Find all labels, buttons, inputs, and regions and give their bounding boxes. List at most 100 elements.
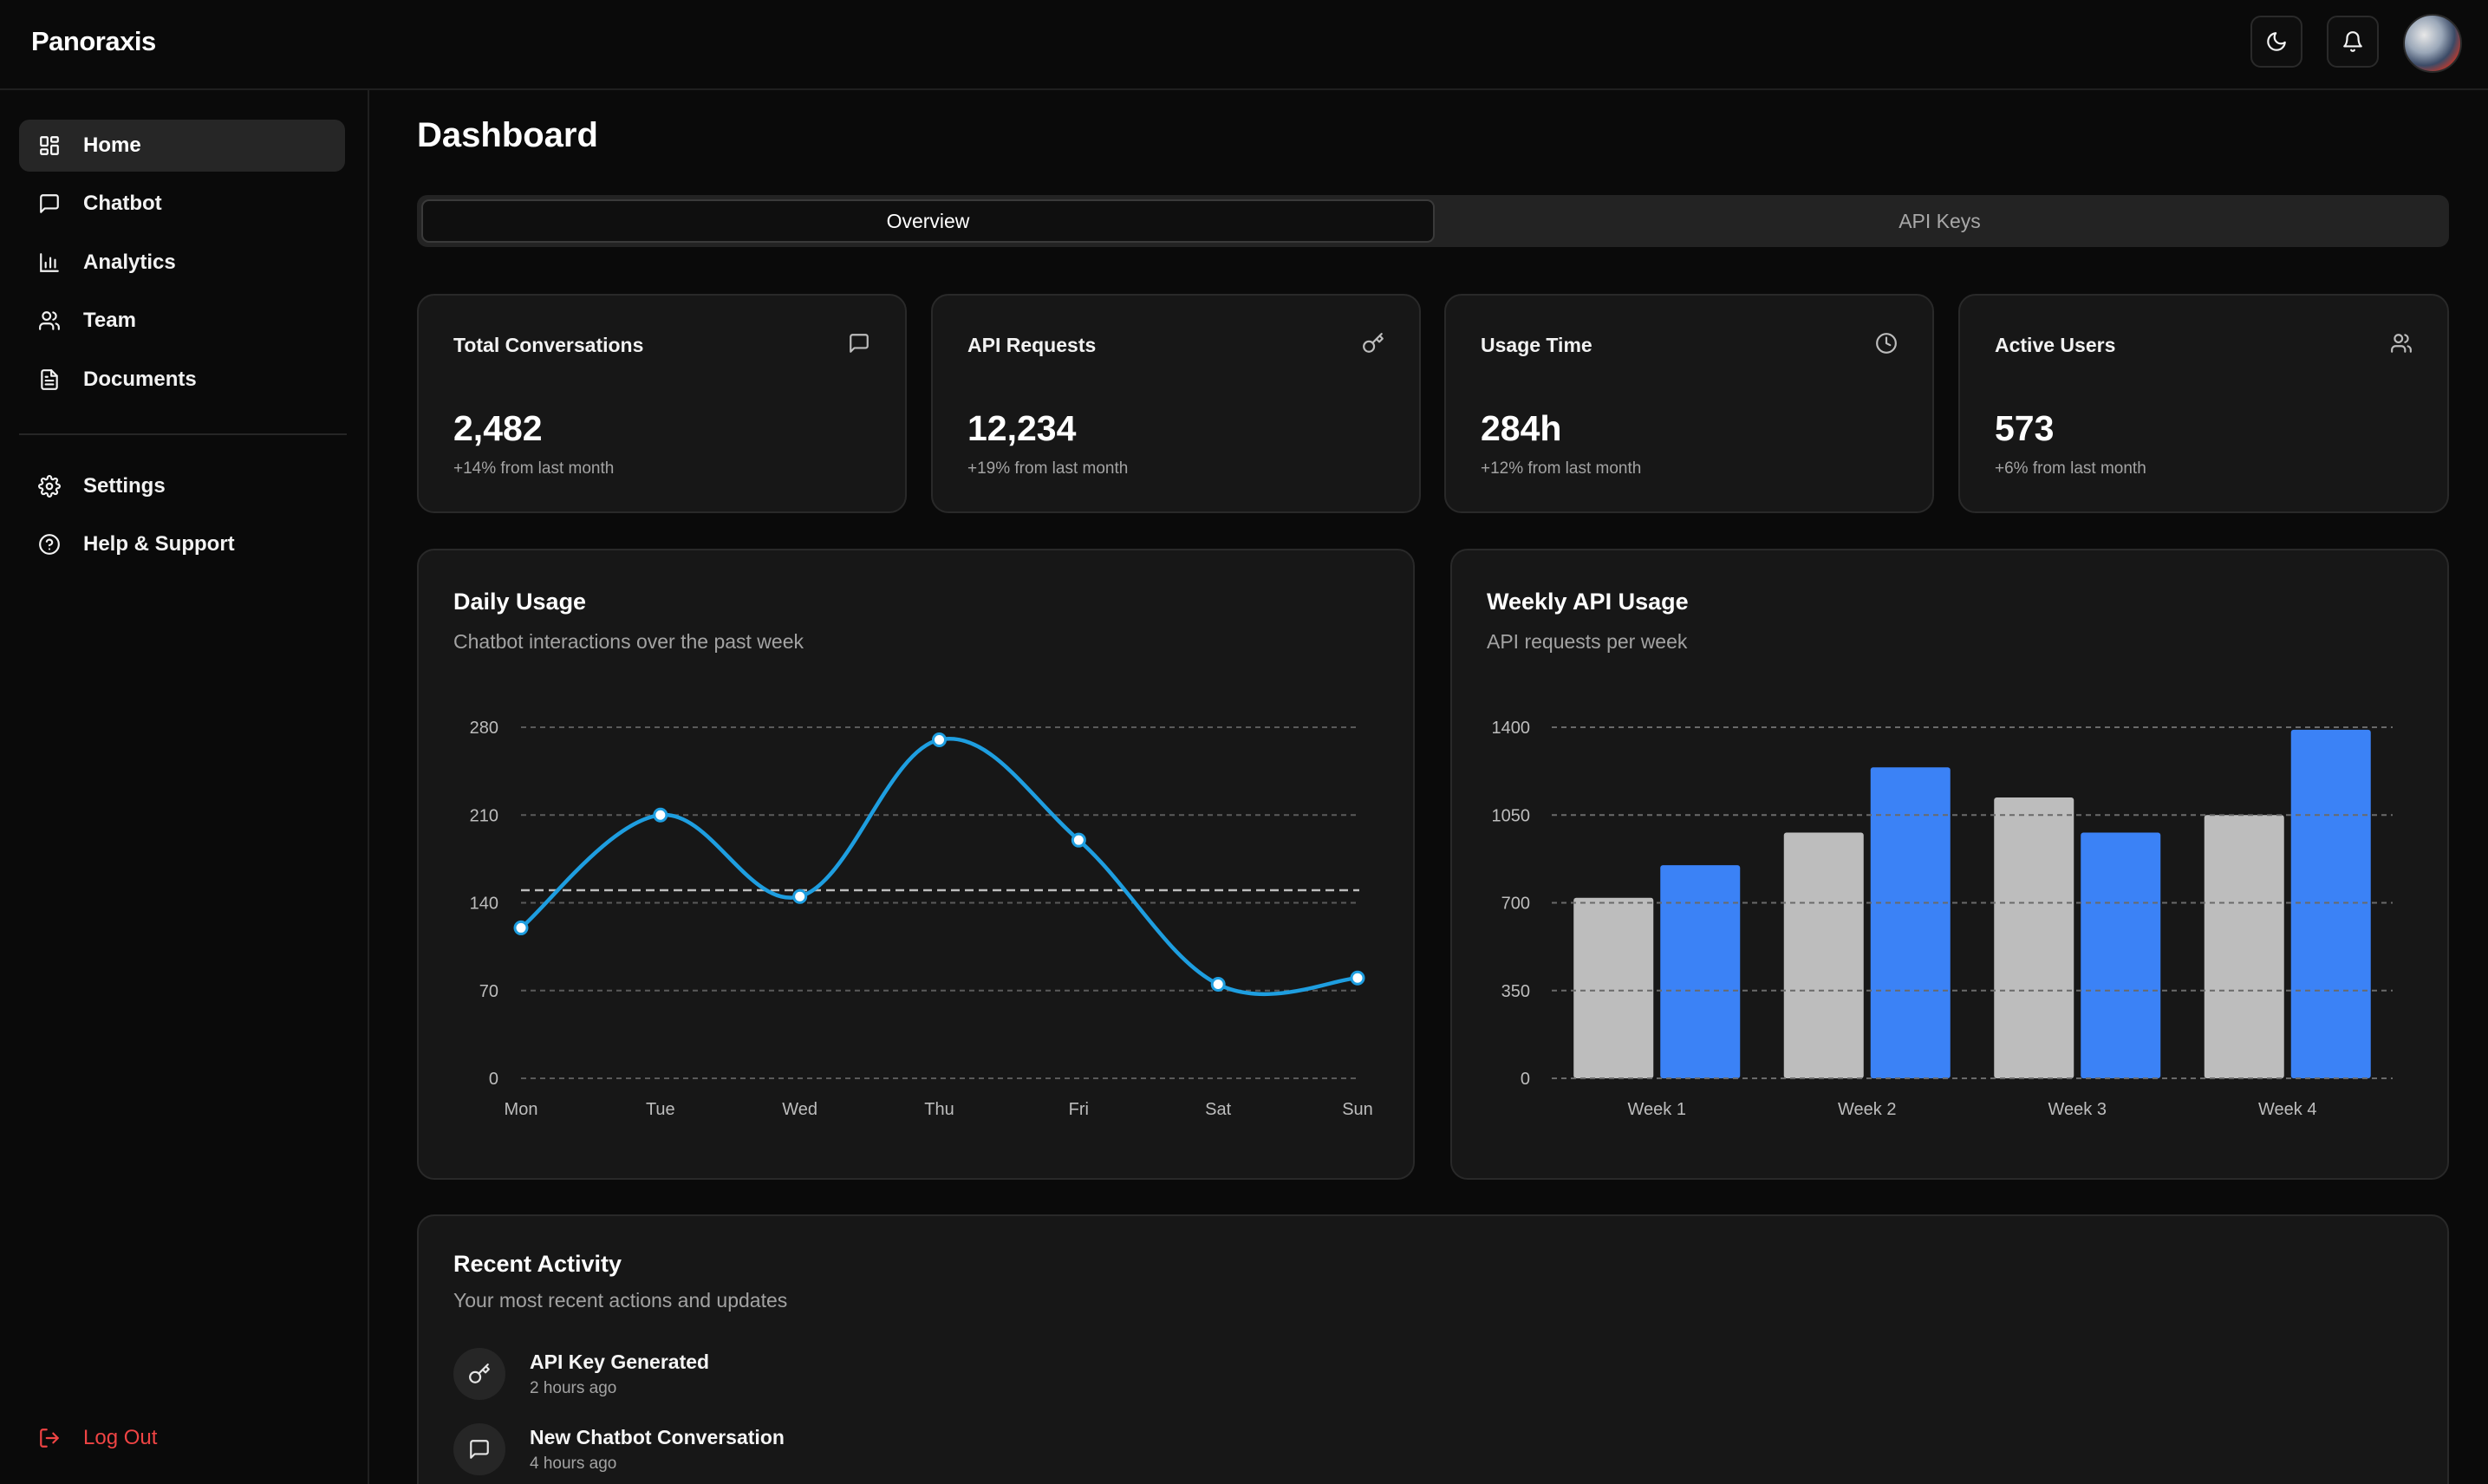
logout-icon (38, 1427, 61, 1449)
card-title: Daily Usage (453, 589, 587, 615)
x-tick-label: Wed (782, 1100, 817, 1119)
key-icon (1362, 332, 1384, 355)
y-tick-label: 350 (1501, 982, 1530, 1001)
logout-label: Log Out (83, 1426, 158, 1449)
x-tick-label: Mon (505, 1100, 538, 1119)
data-point (792, 888, 808, 904)
x-tick-label: Tue (646, 1100, 675, 1119)
y-tick-label: 140 (470, 895, 498, 914)
data-point (653, 807, 668, 823)
y-tick-label: 700 (1501, 895, 1530, 914)
theme-toggle-button[interactable] (2250, 16, 2302, 68)
data-point (1071, 832, 1086, 848)
stat-value: 2,482 (453, 408, 543, 448)
data-point (932, 732, 947, 747)
recent-activity-card: Recent Activity Your most recent actions… (417, 1214, 2449, 1484)
y-tick-label: 210 (470, 806, 498, 825)
help-circle-icon (38, 533, 61, 556)
data-point (513, 920, 529, 935)
stat-card-active-users: Active Users 573 +6% from last month (1958, 294, 2449, 513)
sidebar-item-label: Analytics (83, 251, 176, 274)
brand-logo-text[interactable]: Panoraxis (31, 26, 156, 56)
bar-previous (1573, 897, 1654, 1078)
activity-item[interactable]: New Chatbot Conversation 4 hours ago (453, 1422, 785, 1477)
y-tick-label: 280 (470, 719, 498, 738)
data-point (1350, 970, 1365, 986)
message-square-icon (848, 332, 870, 355)
activity-time: 2 hours ago (530, 1378, 617, 1397)
y-tick-label: 1050 (1492, 806, 1531, 825)
daily-usage-line-chart: 0 70 140 210 280 Mon Tue Wed Thu Fri Sat Sun (470, 719, 1373, 1119)
stat-card-usage-time: Usage Time 284h +12% from last month (1444, 294, 1934, 513)
weekly-api-bar-chart: 0 350 700 1050 1400 Week 1 Week 2 Week 3 Week 4 (1492, 719, 2393, 1119)
sidebar-item-documents[interactable]: Documents (19, 354, 345, 406)
activity-title: API Key Generated (530, 1350, 710, 1373)
sidebar: Home Chatbot Analytics Team Documents Se… (0, 90, 369, 1484)
card-title: Recent Activity (453, 1251, 622, 1277)
sidebar-item-help-support[interactable]: Help & Support (19, 518, 345, 570)
card-subtitle: Chatbot interactions over the past week (453, 630, 804, 653)
page-title: Dashboard (417, 116, 598, 154)
x-tick-label: Week 3 (2048, 1100, 2107, 1119)
daily-usage-card: Daily Usage Chatbot interactions over th… (417, 549, 1415, 1180)
message-square-icon (38, 192, 61, 215)
stat-value: 573 (1995, 408, 2055, 448)
y-tick-label: 70 (479, 982, 498, 1001)
key-icon (468, 1363, 491, 1385)
tab-api-keys[interactable]: API Keys (1899, 209, 1981, 232)
sidebar-item-label: Team (83, 309, 136, 332)
top-bar: Panoraxis (0, 0, 2488, 90)
users-icon (38, 309, 61, 332)
tab-overview[interactable]: Overview (421, 199, 1435, 243)
logout-button[interactable]: Log Out (19, 1412, 345, 1464)
bell-icon (2341, 30, 2364, 53)
y-tick-label: 1400 (1492, 719, 1531, 738)
sidebar-item-chatbot[interactable]: Chatbot (19, 178, 345, 230)
stat-change: +19% from last month (967, 459, 1129, 478)
gear-icon (38, 475, 61, 498)
x-tick-label: Sat (1205, 1100, 1231, 1119)
bar-chart-icon (38, 251, 61, 274)
sidebar-item-label: Documents (83, 368, 197, 391)
x-tick-label: Fri (1069, 1100, 1089, 1119)
sidebar-item-label: Help & Support (83, 532, 235, 556)
stat-card-total-conversations: Total Conversations 2,482 +14% from last… (417, 294, 907, 513)
weekly-api-usage-card: Weekly API Usage API requests per week 0… (1450, 549, 2449, 1180)
layout-grid-icon (38, 134, 61, 157)
moon-icon (2265, 30, 2288, 53)
series-line (519, 737, 1358, 997)
stat-title: Total Conversations (453, 334, 644, 356)
activity-item[interactable]: API Key Generated 2 hours ago (453, 1346, 709, 1402)
activity-icon-wrap (453, 1423, 505, 1475)
stat-value: 12,234 (967, 408, 1077, 448)
x-tick-label: Thu (924, 1100, 954, 1119)
x-tick-label: Week 4 (2258, 1100, 2316, 1119)
stat-change: +12% from last month (1481, 459, 1642, 478)
sidebar-item-label: Home (83, 133, 141, 157)
tab-bar: Overview API Keys (417, 195, 2449, 247)
y-tick-label: 0 (489, 1070, 498, 1089)
sidebar-item-home[interactable]: Home (19, 120, 345, 172)
x-tick-label: Week 1 (1628, 1100, 1686, 1119)
bar-current (2081, 832, 2161, 1078)
avatar[interactable] (2403, 14, 2462, 73)
activity-icon-wrap (453, 1348, 505, 1400)
sidebar-item-team[interactable]: Team (19, 295, 345, 347)
message-square-icon (468, 1438, 491, 1461)
stat-change: +14% from last month (453, 459, 615, 478)
sidebar-item-settings[interactable]: Settings (19, 460, 345, 512)
card-subtitle: Your most recent actions and updates (453, 1289, 788, 1312)
notifications-button[interactable] (2327, 16, 2379, 68)
bar-current (1870, 767, 1951, 1078)
card-title: Weekly API Usage (1487, 589, 1689, 615)
stat-change: +6% from last month (1995, 459, 2146, 478)
sidebar-item-analytics[interactable]: Analytics (19, 237, 345, 289)
x-tick-label: Sun (1342, 1100, 1373, 1119)
bar-previous (1783, 832, 1864, 1078)
bar-current (1660, 865, 1741, 1078)
card-subtitle: API requests per week (1487, 630, 1688, 653)
bar-previous (2204, 815, 2284, 1078)
bar-current (2290, 729, 2371, 1078)
data-point (1210, 977, 1226, 993)
stat-title: Active Users (1995, 334, 2116, 356)
